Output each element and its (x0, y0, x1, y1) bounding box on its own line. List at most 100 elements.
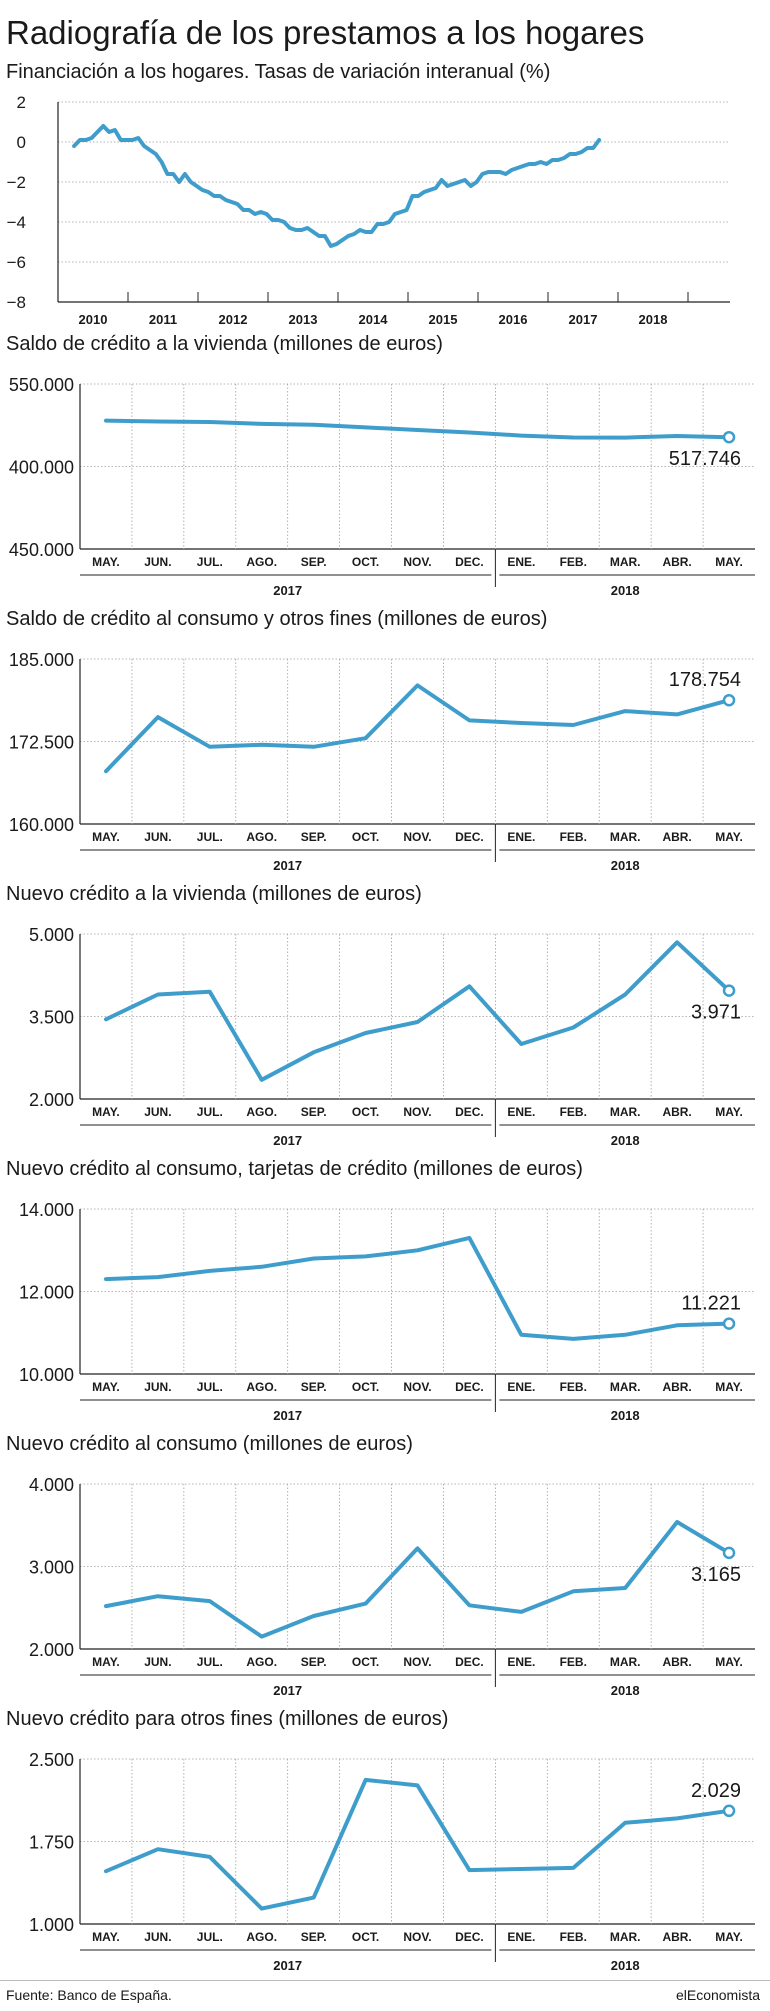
last-value-label: 178.754 (669, 669, 741, 691)
year-label: 2017 (273, 1133, 302, 1148)
last-value-label: 3.971 (691, 1002, 741, 1024)
x-tick-label: DEC. (455, 1105, 484, 1119)
last-value-label: 11.221 (681, 1293, 741, 1315)
x-tick-label: FEB. (560, 830, 587, 844)
x-tick-label: AGO. (246, 1105, 277, 1119)
x-tick-label: JUN. (144, 1380, 171, 1394)
x-tick-label: MAY. (715, 555, 743, 569)
x-tick-label: ABR. (662, 1655, 691, 1669)
y-tick-label: −2 (7, 173, 26, 192)
x-tick-label: 2016 (499, 312, 528, 327)
x-tick-label: MAY. (715, 830, 743, 844)
last-value-label: 2.029 (691, 1780, 741, 1802)
x-tick-label: JUL. (197, 1655, 223, 1669)
last-value-marker (722, 984, 736, 997)
chart-title: Saldo de crédito al consumo y otros fine… (6, 608, 548, 630)
x-tick-label: JUL. (197, 1105, 223, 1119)
x-tick-label: MAY. (715, 1930, 743, 1944)
y-tick-label: 5.000 (29, 925, 74, 945)
x-tick-label: ENE. (507, 555, 535, 569)
x-tick-label: AGO. (246, 830, 277, 844)
x-tick-label: MAY. (92, 555, 120, 569)
x-tick-label: 2013 (289, 312, 318, 327)
series-line (104, 418, 731, 440)
y-tick-label: 1.750 (29, 1833, 74, 1853)
y-tick-label: 2.500 (29, 1750, 74, 1770)
page-title: Radiografía de los prestamos a los hogar… (6, 14, 645, 51)
year-label: 2017 (273, 1408, 302, 1423)
x-tick-label: OCT. (352, 1380, 379, 1394)
x-tick-label: MAY. (92, 1380, 120, 1394)
series-line (104, 940, 731, 1082)
x-tick-label: MAR. (610, 555, 641, 569)
x-tick-label: 2018 (639, 312, 668, 327)
x-tick-label: MAY. (715, 1380, 743, 1394)
x-tick-label: AGO. (246, 1380, 277, 1394)
x-tick-label: 2014 (359, 312, 389, 327)
y-tick-label: 12.000 (19, 1283, 74, 1303)
x-tick-label: SEP. (301, 1105, 327, 1119)
x-tick-label: AGO. (246, 1655, 277, 1669)
chart-saldo-vivienda: 550.000 400.000 450.000 MAY. JUN. JUL. AGO. SEP… (9, 375, 755, 598)
y-tick-label: −6 (7, 253, 26, 272)
last-value-marker (722, 1804, 736, 1818)
y-tick-label: 400.000 (9, 458, 74, 478)
x-tick-label: JUN. (144, 1655, 171, 1669)
x-tick-label: MAY. (715, 1105, 743, 1119)
x-tick-label: MAR. (610, 830, 641, 844)
last-value-label: 3.165 (691, 1564, 741, 1586)
x-tick-label: MAY. (92, 1105, 120, 1119)
y-tick-label: 14.000 (19, 1200, 74, 1220)
x-tick-label: NOV. (403, 1105, 431, 1119)
year-label: 2018 (611, 583, 640, 598)
x-tick-label: NOV. (403, 830, 431, 844)
y-tick-label: 450.000 (9, 540, 74, 560)
y-tick-label: 3.000 (29, 1558, 74, 1578)
x-tick-label: FEB. (560, 555, 587, 569)
x-tick-label: JUN. (144, 830, 171, 844)
year-label: 2018 (611, 1683, 640, 1698)
x-tick-label: OCT. (352, 1105, 379, 1119)
y-tick-label: 550.000 (9, 375, 74, 395)
chart-title: Nuevo crédito a la vivienda (millones de… (6, 883, 422, 905)
y-tick-label: 172.500 (9, 733, 74, 753)
x-tick-label: DEC. (455, 830, 484, 844)
x-tick-label: MAY. (92, 830, 120, 844)
x-tick-label: OCT. (352, 830, 379, 844)
x-tick-label: 2015 (429, 312, 458, 327)
x-tick-label: JUL. (197, 1930, 223, 1944)
chart-title: Nuevo crédito al consumo, tarjetas de cr… (6, 1158, 583, 1180)
x-tick-label: ENE. (507, 830, 535, 844)
x-tick-label: OCT. (352, 555, 379, 569)
series-line (104, 1235, 731, 1341)
x-tick-label: JUL. (197, 555, 223, 569)
x-tick-label: FEB. (560, 1380, 587, 1394)
x-tick-label: MAR. (610, 1105, 641, 1119)
series-line (104, 1520, 731, 1639)
x-tick-label: MAY. (92, 1930, 120, 1944)
x-tick-label: JUN. (144, 1930, 171, 1944)
x-tick-label: DEC. (455, 1930, 484, 1944)
last-value-marker (722, 693, 736, 707)
x-tick-label: DEC. (455, 1380, 484, 1394)
y-tick-label: 185.000 (9, 650, 74, 670)
chart-nuevo-vivienda: 5.000 3.500 2.000 MAY. JUN. JUL. AGO. SEP. OCT. N… (29, 925, 755, 1148)
x-tick-label: MAY. (715, 1655, 743, 1669)
brand-logo: elEconomista (675, 1987, 760, 2003)
x-tick-label: NOV. (403, 1930, 431, 1944)
x-tick-label: ABR. (662, 1380, 691, 1394)
x-tick-label: 2017 (569, 312, 598, 327)
x-tick-label: MAR. (610, 1380, 641, 1394)
series-line (104, 1777, 731, 1911)
year-label: 2018 (611, 1133, 640, 1148)
year-label: 2017 (273, 1683, 302, 1698)
year-label: 2017 (273, 858, 302, 873)
x-tick-label: ABR. (662, 1930, 691, 1944)
x-tick-label: SEP. (301, 830, 327, 844)
year-label: 2018 (611, 1408, 640, 1423)
x-tick-label: JUN. (144, 555, 171, 569)
x-tick-label: NOV. (403, 555, 431, 569)
x-tick-label: ENE. (507, 1930, 535, 1944)
y-tick-label: 2 (17, 93, 26, 112)
y-tick-label: 4.000 (29, 1475, 74, 1495)
